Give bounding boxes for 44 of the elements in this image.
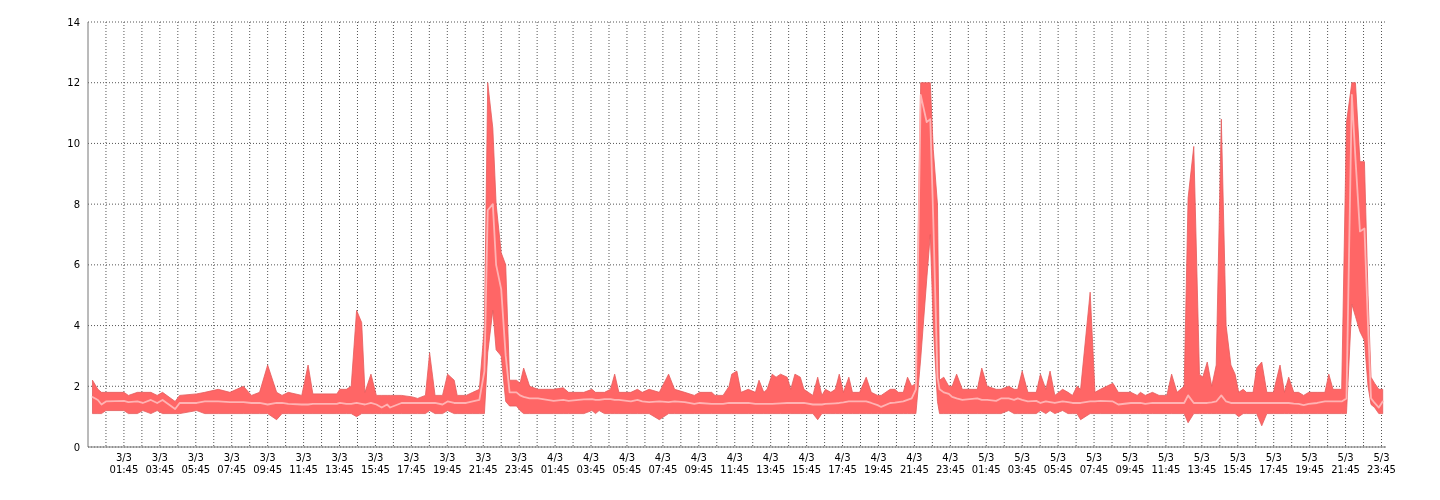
x-tick-label: 5/3 13:45 [1187,452,1217,475]
x-tick-label: 4/3 03:45 [576,452,606,475]
y-tick-label: 2 [73,380,80,392]
x-tick-label: 3/3 09:45 [253,452,283,475]
y-tick-label: 14 [67,16,80,28]
x-tick-label: 3/3 05:45 [181,452,211,475]
x-tick-label: 4/3 23:45 [935,452,965,475]
x-tick-label: 4/3 13:45 [756,452,786,475]
x-tick-label: 5/3 15:45 [1223,452,1253,475]
x-tick-label: 4/3 01:45 [540,452,570,475]
x-tick-label: 5/3 07:45 [1079,452,1109,475]
x-tick-label: 4/3 11:45 [720,452,750,475]
x-tick-label: 5/3 03:45 [1007,452,1037,475]
x-tick-label: 4/3 15:45 [792,452,822,475]
x-tick-label: 3/3 03:45 [145,452,175,475]
y-tick-label: 4 [73,320,80,332]
x-tick-label: 4/3 07:45 [648,452,678,475]
x-tick-label: 4/3 09:45 [684,452,714,475]
x-tick-label: 5/3 17:45 [1259,452,1289,475]
x-tick-label: 4/3 17:45 [828,452,857,475]
x-tick-label: 3/3 21:45 [468,452,498,475]
y-tick-label: 0 [73,441,80,453]
y-tick-label: 6 [73,259,80,271]
x-tick-label: 5/3 21:45 [1331,452,1360,475]
x-tick-label: 5/3 09:45 [1115,452,1145,475]
x-tick-label: 5/3 05:45 [1043,452,1073,475]
x-tick-label: 5/3 23:45 [1367,452,1396,475]
x-tick-label: 3/3 11:45 [289,452,318,475]
x-tick-label: 5/3 01:45 [971,452,1001,475]
x-tick-label: 3/3 13:45 [325,452,354,475]
x-tick-label: 5/3 11:45 [1151,452,1181,475]
x-tick-label: 3/3 15:45 [361,452,390,475]
x-tick-label: 4/3 21:45 [899,452,929,475]
x-tick-label: 4/3 05:45 [612,452,642,475]
x-tick-label: 4/3 19:45 [864,452,893,475]
x-tick-label: 3/3 07:45 [217,452,247,475]
x-tick-label: 5/3 19:45 [1295,452,1325,475]
y-tick-label: 8 [73,198,80,210]
x-tick-label: 3/3 17:45 [396,452,426,475]
y-tick-label: 10 [67,137,80,149]
y-tick-label: 12 [67,77,80,89]
x-tick-label: 3/3 01:45 [109,452,139,475]
x-tick-label: 3/3 19:45 [432,452,462,475]
x-tick-label: 3/3 23:45 [504,452,534,475]
